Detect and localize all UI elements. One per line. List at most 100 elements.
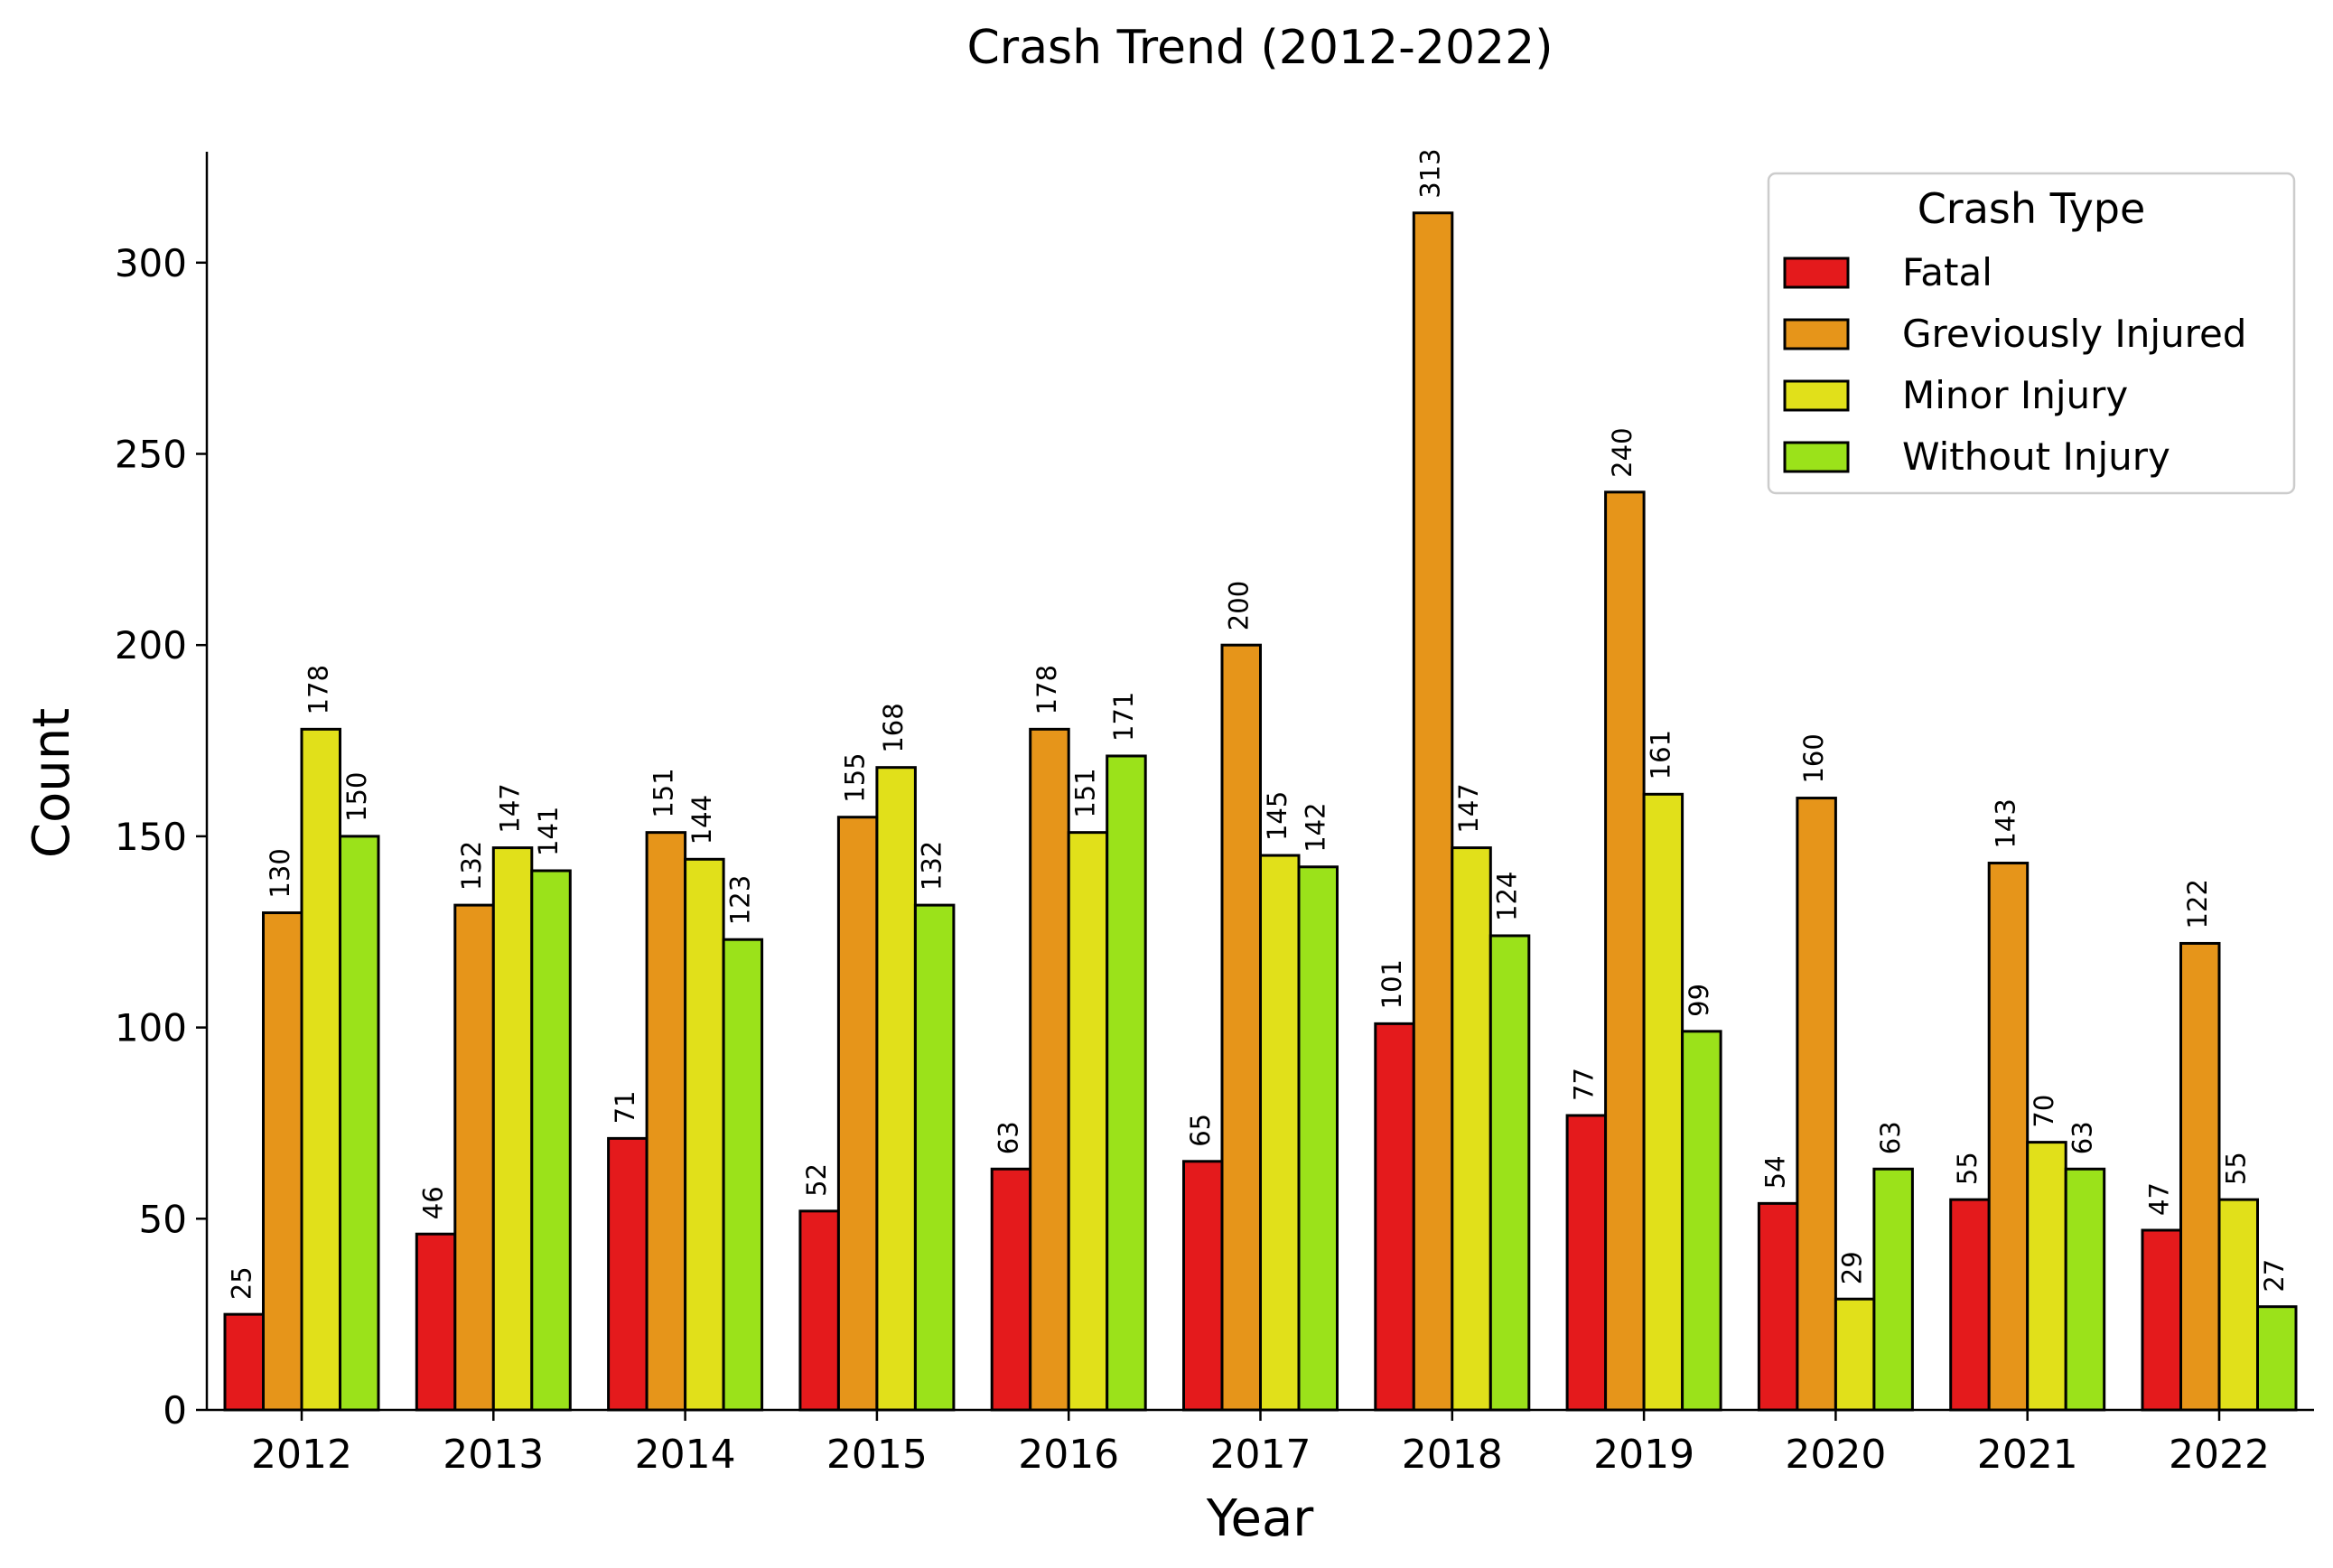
bar xyxy=(1488,934,1531,1412)
data-label: 47 xyxy=(2143,1182,2174,1216)
x-tick-label: 2013 xyxy=(443,1432,544,1478)
data-label: 77 xyxy=(1568,1068,1599,1101)
data-label: 63 xyxy=(1875,1121,1906,1154)
bar xyxy=(836,816,879,1412)
data-label: 27 xyxy=(2259,1259,2290,1293)
y-axis-label: Count xyxy=(23,708,81,858)
bar xyxy=(1374,1022,1415,1412)
data-label: 147 xyxy=(495,783,526,833)
x-tick-label: 2020 xyxy=(1785,1432,1886,1478)
data-label: 145 xyxy=(1262,791,1292,841)
x-tick-label: 2021 xyxy=(1977,1432,2078,1478)
data-label: 29 xyxy=(1837,1251,1868,1284)
data-label: 142 xyxy=(1300,802,1330,852)
data-label: 155 xyxy=(840,752,871,802)
data-label: 144 xyxy=(686,795,717,845)
x-tick-label: 2019 xyxy=(1593,1432,1694,1478)
data-label: 151 xyxy=(648,768,678,817)
x-tick-label: 2016 xyxy=(1018,1432,1119,1478)
x-tick-label: 2022 xyxy=(2169,1432,2270,1478)
data-label: 178 xyxy=(303,665,333,714)
data-label: 124 xyxy=(1492,872,1523,921)
bar xyxy=(1451,846,1492,1412)
bar xyxy=(1834,1297,1876,1412)
x-tick-label: 2017 xyxy=(1210,1432,1311,1478)
data-label: 63 xyxy=(993,1121,1023,1154)
y-axis-ticks: 0 50 100 150 200 250 300 xyxy=(115,241,207,1433)
data-label: 130 xyxy=(265,848,295,898)
data-label: 132 xyxy=(917,841,947,891)
legend-swatch xyxy=(1783,441,1850,473)
x-tick-label: 2015 xyxy=(826,1432,928,1478)
data-label: 150 xyxy=(341,772,372,822)
bar xyxy=(223,1312,265,1412)
data-label: 160 xyxy=(1798,733,1829,783)
data-label: 55 xyxy=(2220,1152,2251,1185)
x-axis-label: Year xyxy=(1206,1489,1315,1548)
bar xyxy=(1106,754,1147,1412)
bar xyxy=(1757,1201,1799,1412)
bar xyxy=(1604,490,1646,1412)
bar xyxy=(1182,1160,1224,1412)
legend-label: Without Injury xyxy=(1902,434,2170,479)
y-tick-label: 300 xyxy=(115,241,187,285)
bar xyxy=(607,1136,649,1412)
y-tick-label: 0 xyxy=(163,1388,187,1433)
data-label: 200 xyxy=(1223,581,1254,630)
data-label: 143 xyxy=(1990,798,2020,848)
data-label: 151 xyxy=(1069,768,1100,817)
bar xyxy=(2179,941,2221,1412)
bar xyxy=(1987,862,2030,1412)
data-label: 132 xyxy=(456,841,487,891)
legend-label: Minor Injury xyxy=(1902,373,2128,417)
data-label: 171 xyxy=(1108,692,1139,742)
bar xyxy=(1681,1030,1722,1412)
x-tick-label: 2018 xyxy=(1402,1432,1503,1478)
data-label: 101 xyxy=(1376,959,1407,1009)
legend: Crash Type Fatal Greviously Injured Minor … xyxy=(1767,172,2296,495)
y-tick-label: 150 xyxy=(115,815,187,859)
bars-layer xyxy=(223,211,2298,1412)
data-label: 46 xyxy=(418,1186,449,1219)
data-label: 55 xyxy=(1952,1152,1983,1185)
y-tick-label: 250 xyxy=(115,432,187,476)
bar xyxy=(300,727,341,1412)
bar xyxy=(262,911,303,1412)
bar xyxy=(1029,727,1070,1412)
bar xyxy=(2256,1305,2298,1412)
legend-swatch xyxy=(1783,379,1850,412)
bar xyxy=(339,835,380,1412)
bar xyxy=(1872,1167,1914,1412)
bar xyxy=(2064,1167,2106,1412)
bar xyxy=(1412,211,1454,1412)
data-label: 54 xyxy=(1760,1155,1791,1189)
bar xyxy=(1949,1198,1991,1412)
y-tick-label: 50 xyxy=(139,1197,187,1241)
y-tick-label: 200 xyxy=(115,623,187,667)
data-label: 99 xyxy=(1684,984,1714,1017)
legend-items: Fatal Greviously Injured Minor Injury Witho… xyxy=(1783,250,2246,479)
y-tick-label: 100 xyxy=(115,1006,187,1050)
bar xyxy=(415,1232,457,1412)
legend-frame xyxy=(1767,172,2296,495)
bar xyxy=(1796,797,1837,1412)
data-label: 240 xyxy=(1607,427,1638,477)
data-label: 65 xyxy=(1185,1114,1216,1147)
x-tick-label: 2012 xyxy=(251,1432,352,1478)
legend-label: Greviously Injured xyxy=(1902,312,2246,356)
bar xyxy=(990,1167,1032,1412)
bar xyxy=(875,766,917,1412)
bar xyxy=(453,903,495,1412)
data-label: 122 xyxy=(2182,879,2213,929)
bar xyxy=(1220,643,1262,1412)
data-label: 178 xyxy=(1031,665,1062,714)
bar xyxy=(684,857,725,1412)
data-label: 70 xyxy=(2029,1095,2059,1128)
data-label: 147 xyxy=(1453,783,1484,833)
bar xyxy=(645,831,687,1412)
chart-title: Crash Trend (2012-2022) xyxy=(967,21,1554,75)
bar xyxy=(798,1209,840,1412)
bar xyxy=(2217,1198,2259,1412)
